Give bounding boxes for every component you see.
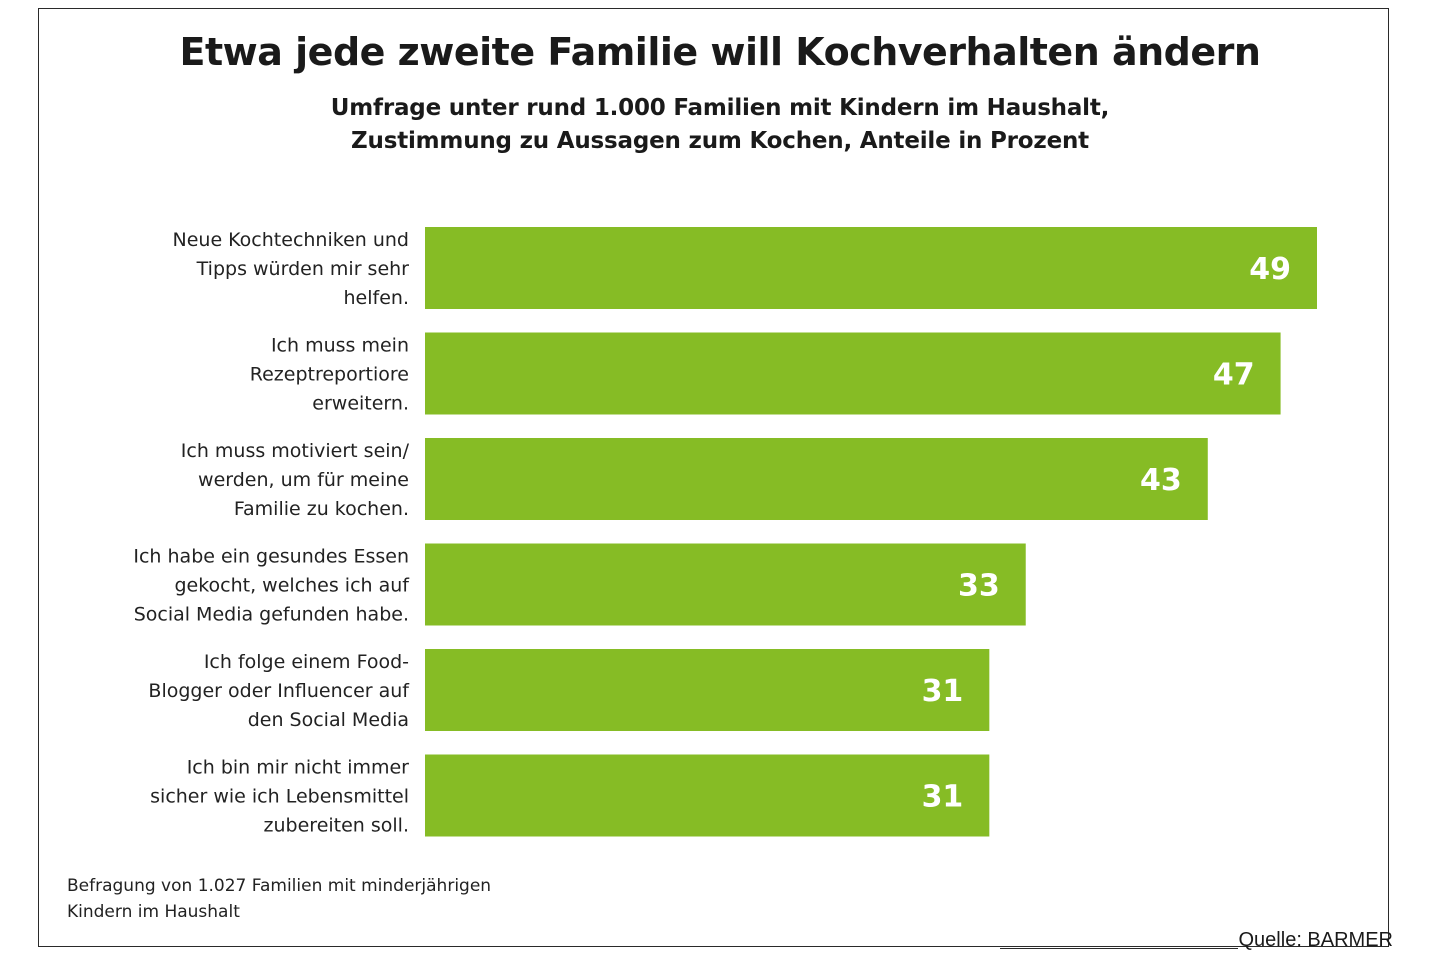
category-label-5-line-1: Ich folge einem Food- — [204, 651, 409, 673]
bar-1 — [425, 227, 1317, 309]
bar-4 — [425, 543, 1026, 626]
bar-value-label-6: 31 — [922, 780, 964, 815]
category-label-6-line-1: Ich bin mir nicht immer — [187, 757, 409, 779]
source-credit: Quelle: BARMER — [1238, 929, 1394, 951]
category-label-2-line-3: erweitern. — [312, 393, 409, 415]
category-label-3-line-3: Familie zu kochen. — [234, 498, 409, 520]
category-label-1-line-2: Tipps würden mir sehr — [196, 258, 410, 280]
category-label-3-line-1: Ich muss motiviert sein/ — [181, 440, 410, 462]
bar-value-label-2: 47 — [1213, 358, 1255, 393]
chart-subtitle-line-2: Zustimmung zu Aussagen zum Kochen, Antei… — [351, 128, 1089, 154]
chart-subtitle-line-1: Umfrage unter rund 1.000 Familien mit Ki… — [330, 95, 1110, 121]
category-label-3-line-2: werden, um für meine — [198, 469, 409, 491]
source-rule — [1000, 948, 1238, 949]
category-label-2-line-2: Rezeptreportiore — [250, 364, 409, 386]
chart-title: Etwa jede zweite Familie will Kochverhal… — [179, 30, 1261, 74]
footnote-line-2: Kindern im Haushalt — [67, 902, 240, 922]
bar-2 — [425, 332, 1281, 415]
category-label-6-line-2: sicher wie ich Lebensmittel — [150, 786, 409, 808]
bar-value-label-3: 43 — [1140, 463, 1182, 498]
category-label-4-line-3: Social Media gefunden habe. — [134, 604, 409, 626]
category-label-4-line-1: Ich habe ein gesundes Essen — [133, 546, 409, 568]
category-label-2-line-1: Ich muss mein — [271, 335, 409, 357]
category-label-4-line-2: gekocht, welches ich auf — [174, 575, 410, 597]
category-label-5-line-3: den Social Media — [248, 709, 409, 731]
bar-5 — [425, 649, 990, 731]
bar-value-label-5: 31 — [922, 674, 964, 709]
bar-3 — [425, 438, 1208, 520]
category-label-1-line-1: Neue Kochtechniken und — [173, 229, 410, 251]
category-label-5-line-2: Blogger oder Influencer auf — [148, 680, 410, 702]
bar-value-label-4: 33 — [958, 569, 1000, 604]
bar-value-label-1: 49 — [1249, 252, 1291, 287]
category-label-1-line-3: helfen. — [344, 287, 409, 309]
footnote-line-1: Befragung von 1.027 Familien mit minderj… — [67, 876, 492, 896]
category-label-6-line-3: zubereiten soll. — [264, 815, 409, 837]
bar-6 — [425, 754, 990, 837]
